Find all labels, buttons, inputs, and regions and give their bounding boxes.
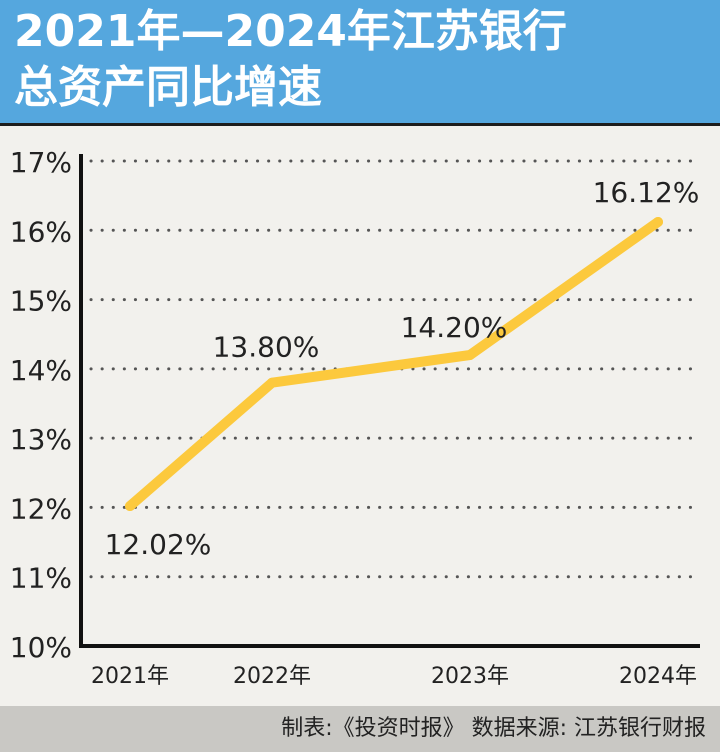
y-tick-label-6: 16% — [10, 215, 72, 248]
data-point-1 — [267, 377, 277, 388]
chart-title-line-1: 2021年—2024年江苏银行 — [14, 6, 567, 57]
y-tick-label-0: 10% — [10, 631, 72, 664]
data-label-2: 14.20% — [401, 311, 508, 344]
y-tick-label-4: 14% — [10, 354, 72, 387]
data-point-3 — [653, 216, 663, 227]
chart-header: 2021年—2024年江苏银行 总资产同比增速 — [0, 0, 720, 126]
data-label-0: 12.02% — [105, 528, 212, 561]
y-tick-label-2: 12% — [10, 492, 72, 525]
data-point-2 — [465, 350, 475, 360]
chart-footer: 制表:《投资时报》 数据来源: 江苏银行财报 — [0, 706, 720, 752]
x-tick-label-3: 2024年 — [619, 664, 697, 689]
x-tick-label-1: 2022年 — [233, 664, 311, 689]
y-tick-label-7: 17% — [10, 146, 72, 179]
x-tick-label-0: 2021年 — [91, 664, 169, 689]
source-note: 制表:《投资时报》 数据来源: 江苏银行财报 — [281, 716, 706, 741]
chart-title-line-2: 总资产同比增速 — [14, 62, 322, 113]
line-chart: 10% 11% 12% 13% 14% 15% 16% 17% 2021年 2022年 2023年 2… — [10, 146, 702, 689]
y-tick-label-1: 11% — [10, 562, 72, 595]
data-label-3: 16.12% — [593, 176, 700, 209]
y-tick-label-3: 13% — [10, 423, 72, 456]
y-tick-label-5: 15% — [10, 285, 72, 318]
data-label-1: 13.80% — [213, 331, 320, 364]
x-tick-label-2: 2023年 — [431, 664, 509, 689]
series-line — [125, 216, 663, 512]
data-point-0 — [125, 501, 135, 512]
